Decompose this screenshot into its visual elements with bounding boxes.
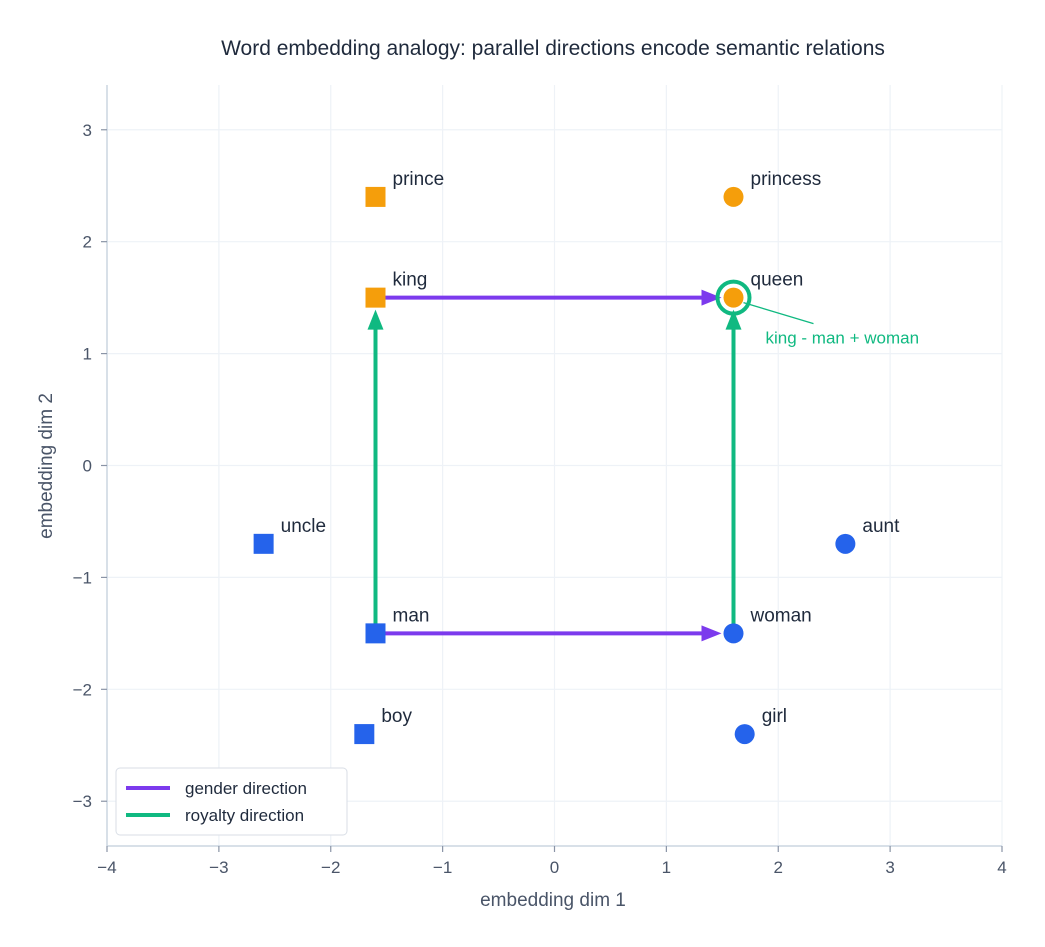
label-princess: princess — [751, 169, 822, 190]
label-woman: woman — [750, 605, 812, 626]
label-aunt: aunt — [862, 516, 900, 537]
analogy-annotation: king - man + woman — [715, 279, 920, 348]
royalty-arrow-head — [367, 309, 384, 330]
grid-lines — [107, 85, 1003, 846]
legend-label: royalty direction — [185, 806, 304, 825]
point-girl — [734, 724, 755, 745]
x-tick-label: −4 — [97, 858, 116, 877]
label-girl: girl — [762, 706, 787, 727]
y-tick-label: −2 — [73, 680, 92, 699]
direction-arrows — [367, 289, 742, 642]
annotation-leader — [743, 302, 814, 325]
legend-box — [115, 767, 348, 836]
word-points — [253, 186, 856, 745]
point-woman — [723, 623, 744, 644]
tick-labels: −4 −3 −2 −1 0 1 2 3 4 −3 −2 −1 0 1 2 3 — [73, 121, 1007, 877]
label-boy: boy — [381, 706, 412, 727]
point-aunt — [835, 533, 856, 554]
label-prince: prince — [393, 169, 445, 190]
y-tick-label: 2 — [83, 233, 92, 252]
y-tick-label: 1 — [83, 345, 92, 364]
label-king: king — [393, 270, 428, 291]
label-queen: queen — [751, 270, 804, 291]
y-tick-label: 3 — [83, 121, 92, 140]
x-tick-label: 3 — [885, 858, 894, 877]
point-princess — [723, 186, 744, 207]
x-tick-label: −1 — [433, 858, 452, 877]
legend-label: gender direction — [185, 779, 307, 798]
x-tick-label: 1 — [662, 858, 671, 877]
point-queen — [723, 287, 744, 308]
royalty-arrow-head — [725, 309, 742, 330]
annotation-text: king - man + woman — [766, 329, 920, 348]
word-labels: prince princess king queen uncle aunt man woman… — [281, 169, 900, 727]
legend: gender direction royalty direction — [115, 767, 348, 836]
y-tick-label: −3 — [73, 792, 92, 811]
point-uncle — [253, 533, 274, 554]
point-prince — [365, 186, 386, 207]
x-axis-label: embedding dim 1 — [480, 890, 626, 911]
chart-title: Word embedding analogy: parallel directi… — [221, 37, 885, 60]
y-tick-label: −1 — [73, 568, 92, 587]
gender-arrow-head — [701, 625, 722, 642]
x-tick-label: 0 — [550, 858, 559, 877]
y-axis-label: embedding dim 2 — [36, 393, 57, 539]
x-tick-label: 4 — [997, 858, 1006, 877]
point-king — [365, 287, 386, 308]
label-uncle: uncle — [281, 516, 326, 537]
label-man: man — [393, 605, 430, 626]
x-tick-label: −2 — [321, 858, 340, 877]
point-boy — [354, 724, 375, 745]
y-tick-label: 0 — [83, 457, 92, 476]
gender-arrow-head — [701, 289, 722, 306]
point-man — [365, 623, 386, 644]
x-tick-label: −3 — [209, 858, 228, 877]
analogy-target-ring — [715, 279, 752, 316]
x-tick-label: 2 — [774, 858, 783, 877]
